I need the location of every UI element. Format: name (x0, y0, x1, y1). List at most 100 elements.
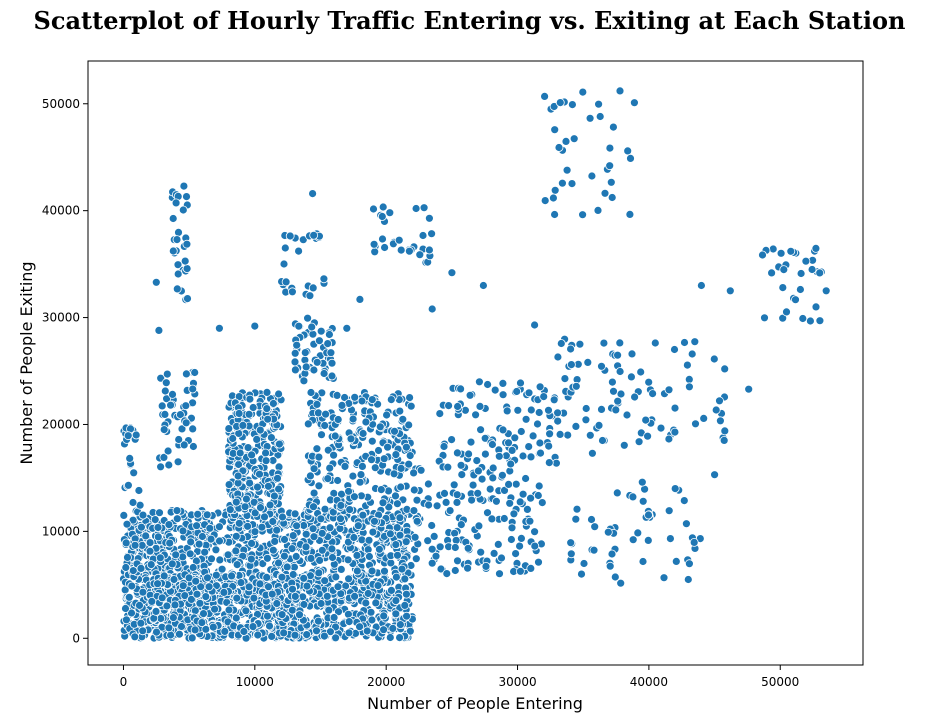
data-point (231, 546, 241, 556)
data-point (173, 269, 183, 279)
data-point (697, 281, 706, 290)
data-point (398, 414, 408, 424)
data-point (166, 630, 176, 640)
plot-frame (87, 60, 864, 666)
data-point (656, 423, 666, 433)
data-point (160, 386, 170, 396)
data-point (594, 99, 603, 109)
data-point (336, 565, 346, 574)
data-point (567, 179, 577, 189)
data-point (206, 534, 216, 544)
data-point (419, 203, 429, 213)
data-point (709, 354, 719, 364)
data-point (361, 417, 371, 427)
data-point (571, 514, 581, 524)
data-point (210, 604, 220, 614)
data-point (411, 204, 421, 213)
data-point (327, 358, 337, 368)
data-point (309, 502, 318, 512)
data-point (549, 395, 559, 405)
data-point (615, 338, 625, 348)
data-point (201, 592, 211, 601)
data-point (346, 434, 356, 444)
data-point (597, 404, 606, 414)
data-point (159, 571, 169, 581)
data-point (505, 498, 515, 508)
data-point (219, 588, 229, 597)
data-point (350, 392, 360, 402)
data-point (331, 572, 341, 582)
data-point (323, 339, 333, 349)
data-point (367, 395, 377, 405)
data-point (549, 102, 559, 111)
data-point (406, 401, 416, 411)
data-point (161, 378, 171, 388)
data-point (391, 596, 401, 605)
data-point (136, 522, 146, 532)
data-point (385, 208, 395, 218)
data-point (186, 537, 196, 547)
data-point (235, 448, 245, 458)
data-point (689, 538, 699, 547)
data-point (345, 505, 355, 515)
data-point (682, 519, 691, 529)
data-point (807, 265, 817, 274)
data-point (615, 86, 625, 96)
data-point (308, 329, 318, 339)
data-point (402, 611, 412, 621)
data-point (396, 463, 406, 473)
data-point (186, 595, 196, 604)
data-point (323, 445, 333, 455)
data-point (811, 302, 821, 312)
data-point (782, 307, 791, 317)
data-point (326, 348, 336, 358)
data-point (368, 527, 378, 537)
data-point (779, 265, 789, 275)
data-point (493, 540, 503, 549)
data-point (581, 404, 591, 413)
data-point (268, 399, 278, 408)
data-point (643, 431, 652, 441)
data-point (450, 566, 460, 575)
data-point (280, 243, 290, 253)
data-point (440, 488, 449, 498)
data-point (533, 491, 543, 500)
data-point (281, 277, 291, 287)
data-point (634, 437, 644, 447)
data-point (806, 316, 815, 326)
data-point (121, 604, 130, 613)
data-point (478, 281, 488, 290)
data-point (606, 177, 616, 187)
data-point (262, 553, 272, 563)
data-point (475, 401, 485, 411)
data-point (630, 392, 639, 402)
data-point (699, 413, 709, 423)
x-axis-label: Number of People Entering (367, 694, 583, 713)
data-point (309, 365, 319, 375)
data-point (534, 557, 543, 567)
data-point (130, 632, 140, 642)
data-point (164, 460, 174, 470)
data-point (279, 551, 289, 561)
data-point (309, 532, 319, 542)
data-point (238, 420, 248, 430)
data-point (524, 442, 534, 452)
data-point (641, 415, 651, 425)
data-point (670, 403, 680, 413)
data-point (536, 448, 545, 458)
data-point (619, 440, 629, 450)
data-point (468, 480, 478, 490)
data-point (424, 213, 434, 223)
data-point (499, 514, 509, 523)
data-point (299, 376, 309, 386)
data-point (308, 189, 318, 199)
data-point (172, 514, 182, 524)
data-point (378, 498, 388, 508)
data-point (511, 479, 521, 489)
data-point (316, 326, 326, 336)
data-point (172, 235, 182, 245)
data-point (435, 409, 445, 419)
data-point (511, 549, 520, 558)
data-point (285, 231, 295, 241)
data-point (483, 380, 493, 389)
